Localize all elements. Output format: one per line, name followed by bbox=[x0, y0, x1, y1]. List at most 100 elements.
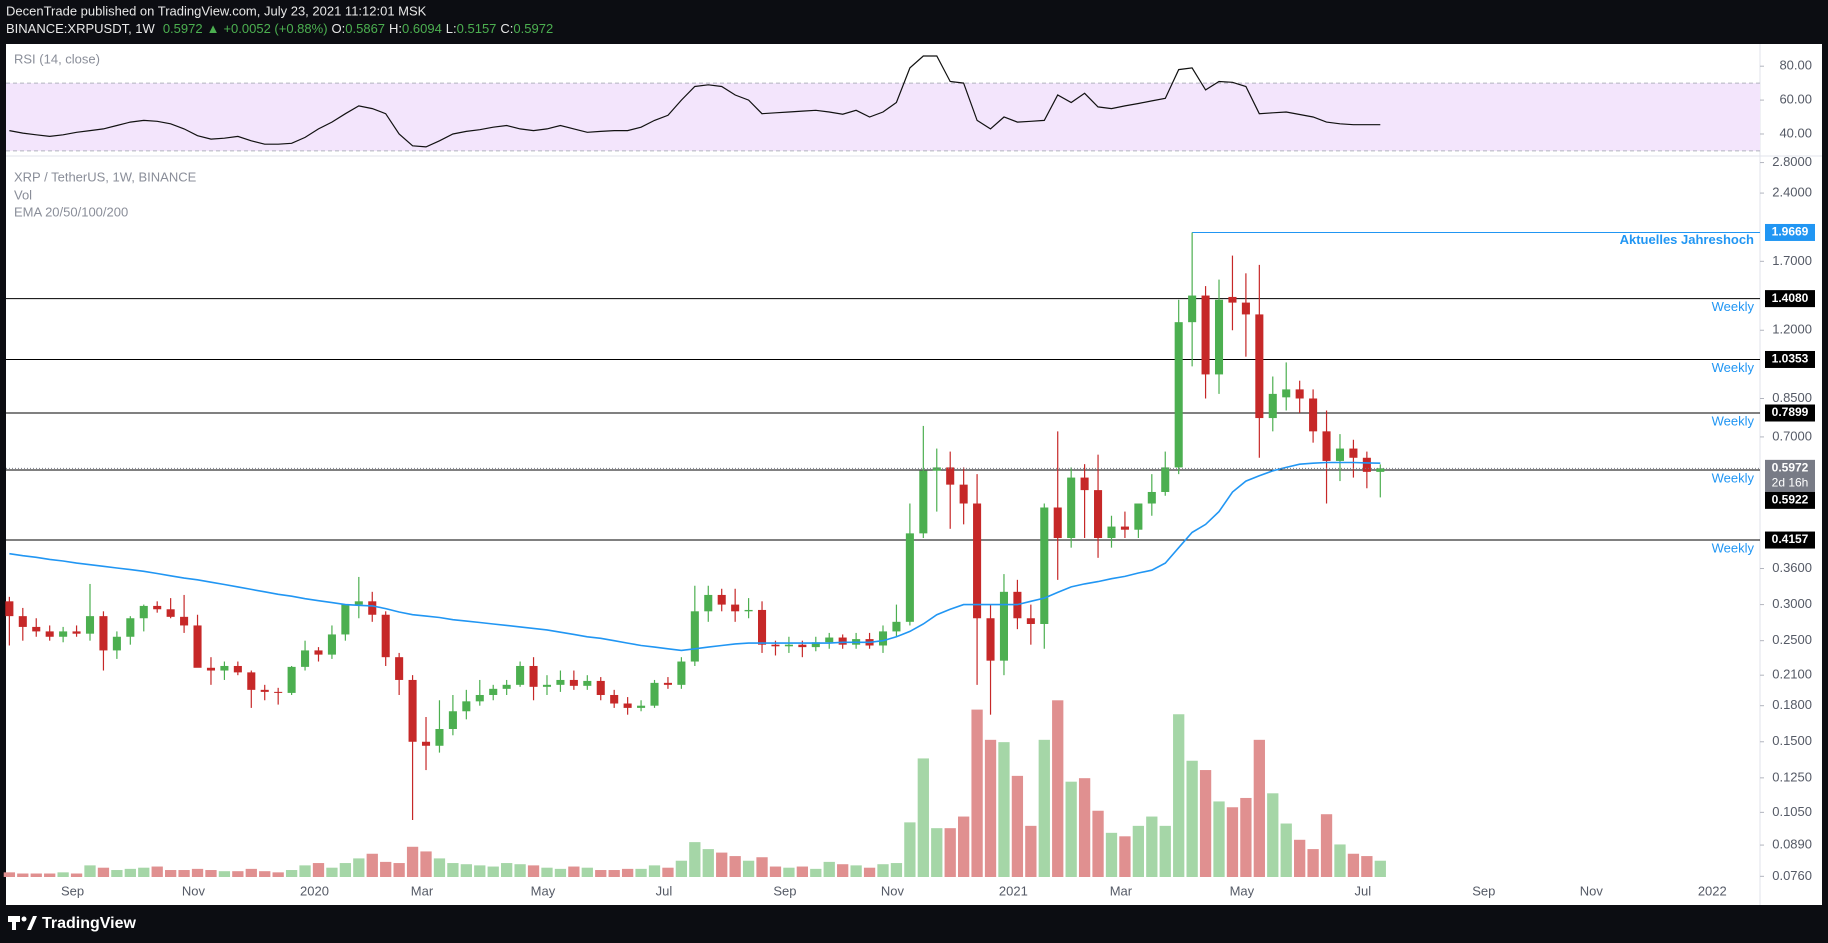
candle-body bbox=[999, 591, 1008, 661]
candle-body bbox=[448, 711, 457, 729]
candle-body bbox=[166, 609, 175, 617]
candle-body bbox=[946, 467, 955, 485]
candle-body bbox=[1080, 477, 1089, 491]
y-tick-label: 0.1800 bbox=[1772, 697, 1812, 712]
volume-bar bbox=[581, 867, 593, 877]
volume-bar bbox=[84, 865, 96, 877]
volume-bar bbox=[111, 870, 123, 877]
volume-bar bbox=[635, 868, 647, 877]
close-label: C: bbox=[500, 21, 513, 36]
candle-body bbox=[959, 484, 968, 504]
volume-bar bbox=[1226, 807, 1239, 877]
volume-bar bbox=[124, 868, 136, 877]
volume-bar bbox=[823, 861, 835, 877]
candle-body bbox=[1120, 526, 1129, 530]
volume-bar bbox=[595, 870, 607, 877]
volume-bar bbox=[1307, 849, 1319, 877]
candle-body bbox=[193, 625, 202, 668]
candle-body bbox=[1201, 295, 1210, 375]
y-tick-label: 0.2500 bbox=[1772, 632, 1812, 647]
volume-bar bbox=[312, 863, 325, 877]
volume-bar bbox=[1119, 836, 1131, 877]
candle-body bbox=[798, 644, 807, 648]
candle-body bbox=[1295, 389, 1304, 399]
change: +0.0052 (+0.88%) bbox=[223, 21, 327, 36]
candle-body bbox=[905, 533, 914, 622]
rsi-line bbox=[9, 55, 1381, 148]
volume-bar bbox=[931, 828, 943, 877]
volume-bar bbox=[957, 816, 970, 877]
candle-body bbox=[301, 650, 310, 667]
volume-bar bbox=[850, 865, 862, 877]
x-tick-label: Jul bbox=[656, 883, 673, 898]
candle-body bbox=[462, 701, 471, 712]
volume-bar bbox=[1361, 856, 1373, 877]
candle-body bbox=[1255, 314, 1264, 419]
volume-bar bbox=[1078, 778, 1091, 877]
symbol: BINANCE:XRPUSDT, 1W bbox=[6, 21, 156, 36]
candle-body bbox=[1107, 526, 1116, 539]
candle-body bbox=[341, 604, 350, 635]
candle-body bbox=[99, 616, 108, 651]
candle-body bbox=[1228, 296, 1237, 303]
level-text: Weekly bbox=[1712, 360, 1755, 375]
candle-body bbox=[690, 611, 699, 662]
price-box bbox=[1765, 290, 1815, 308]
candle-body bbox=[1188, 295, 1197, 323]
candle-body bbox=[838, 637, 847, 645]
price-box bbox=[1765, 491, 1815, 509]
legend-ema: EMA 20/50/100/200 bbox=[14, 204, 128, 219]
candle-body bbox=[395, 657, 404, 680]
candle-body bbox=[5, 601, 14, 617]
y-tick-label: 0.3600 bbox=[1772, 560, 1812, 575]
candle-body bbox=[247, 672, 256, 690]
volume-bar bbox=[165, 870, 177, 877]
volume-bar bbox=[1132, 825, 1145, 877]
volume-bar bbox=[245, 868, 257, 877]
candle-body bbox=[287, 666, 296, 693]
candle-body bbox=[1174, 322, 1183, 468]
volume-bar bbox=[501, 863, 513, 877]
volume-bar bbox=[339, 863, 352, 877]
y-tick-label: 0.2100 bbox=[1772, 667, 1812, 682]
volume-bar bbox=[44, 873, 56, 877]
volume-bar bbox=[514, 864, 526, 877]
low-value: 0.5157 bbox=[457, 21, 497, 36]
volume-bar bbox=[393, 863, 405, 877]
volume-bar bbox=[863, 867, 876, 877]
candle-body bbox=[354, 601, 363, 605]
candle-body bbox=[1282, 389, 1291, 398]
volume-bar bbox=[1173, 714, 1185, 877]
legend-symbol: XRP / TetherUS, 1W, BINANCE bbox=[14, 169, 197, 184]
level-text: Weekly bbox=[1712, 413, 1755, 428]
volume-bar bbox=[689, 842, 701, 877]
x-tick-label: Nov bbox=[182, 883, 206, 898]
volume-bar bbox=[30, 873, 42, 877]
level-text: Weekly bbox=[1712, 470, 1755, 485]
volume-bar bbox=[810, 868, 822, 877]
volume-bar bbox=[406, 846, 419, 877]
level-text: Weekly bbox=[1712, 540, 1755, 555]
volume-bar bbox=[205, 870, 217, 877]
candle-body bbox=[327, 634, 336, 655]
price-box bbox=[1765, 531, 1815, 549]
y-tick-label: 0.1250 bbox=[1772, 769, 1812, 784]
y-tick-label: 0.1500 bbox=[1772, 733, 1812, 748]
candle-body bbox=[274, 691, 283, 693]
volume-bar bbox=[1105, 832, 1118, 877]
open-label: O: bbox=[332, 21, 346, 36]
x-tick-label: Sep bbox=[1472, 883, 1495, 898]
candle-body bbox=[18, 616, 27, 627]
volume-bar bbox=[1320, 814, 1333, 877]
x-tick-label: Sep bbox=[773, 883, 796, 898]
x-tick-label: May bbox=[531, 883, 556, 898]
y-tick-label: 0.0890 bbox=[1772, 837, 1812, 852]
candle-body bbox=[72, 631, 81, 634]
volume-bar bbox=[487, 866, 499, 877]
candle-body bbox=[126, 618, 135, 637]
volume-bar bbox=[769, 866, 782, 877]
candle-body bbox=[1040, 507, 1049, 624]
volume-bar bbox=[1253, 739, 1265, 877]
volume-bar bbox=[568, 866, 580, 877]
volume-bar bbox=[178, 870, 190, 877]
